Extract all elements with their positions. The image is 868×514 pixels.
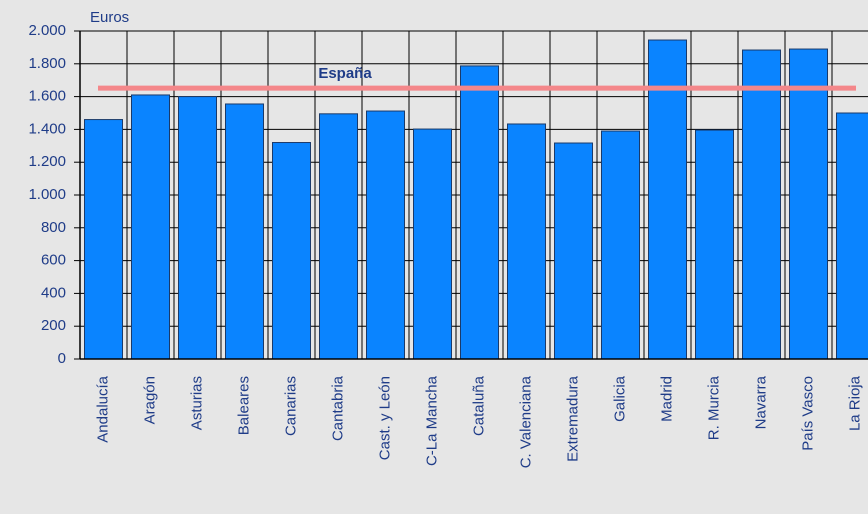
x-tick-label: R. Murcia xyxy=(705,375,722,440)
reference-label: España xyxy=(318,65,372,82)
y-axis-label: Euros xyxy=(90,9,129,26)
y-tick-label: 200 xyxy=(41,317,66,334)
bar xyxy=(554,142,593,360)
y-tick-label: 0 xyxy=(58,350,66,367)
bar xyxy=(131,94,170,360)
x-tick-label: Cataluña xyxy=(470,375,487,436)
bar xyxy=(789,48,828,360)
bar xyxy=(178,96,217,360)
y-tick-label: 1.800 xyxy=(28,55,66,72)
x-tick-label: Cantabria xyxy=(329,375,346,441)
x-tick-label: Extremadura xyxy=(564,375,581,462)
bar xyxy=(225,103,264,360)
x-tick-label: Cast. y León xyxy=(376,376,393,460)
y-tick-label: 400 xyxy=(41,284,66,301)
bar xyxy=(601,130,640,360)
bar xyxy=(742,49,781,360)
x-tick-label: Baleares xyxy=(235,376,252,435)
bar xyxy=(460,65,499,360)
x-tick-label: Aragón xyxy=(141,376,158,424)
y-tick-label: 1.600 xyxy=(28,88,66,105)
bar xyxy=(319,113,358,360)
y-tick-label: 600 xyxy=(41,252,66,269)
bar xyxy=(836,112,868,360)
bar xyxy=(84,119,123,360)
y-tick-label: 2.000 xyxy=(28,22,66,39)
y-tick-label: 800 xyxy=(41,219,66,236)
x-tick-label: C. Valenciana xyxy=(517,375,534,468)
y-tick-label: 1.200 xyxy=(28,153,66,170)
bar xyxy=(507,123,546,360)
y-tick-label: 1.400 xyxy=(28,120,66,137)
x-tick-label: Asturias xyxy=(188,376,205,430)
bar xyxy=(272,142,311,360)
bar xyxy=(413,128,452,360)
x-tick-label: País Vasco xyxy=(799,376,816,451)
x-tick-label: Andalucía xyxy=(94,375,111,442)
bar xyxy=(366,110,405,360)
x-tick-label: La Rioja xyxy=(846,375,863,431)
bar xyxy=(695,129,734,360)
x-tick-label: Navarra xyxy=(752,375,769,429)
x-tick-label: Canarias xyxy=(282,376,299,436)
x-tick-label: C-La Mancha xyxy=(423,375,440,466)
bar xyxy=(648,39,687,360)
x-tick-label: Galicia xyxy=(611,375,628,422)
y-tick-label: 1.000 xyxy=(28,186,66,203)
x-tick-label: Madrid xyxy=(658,376,675,422)
